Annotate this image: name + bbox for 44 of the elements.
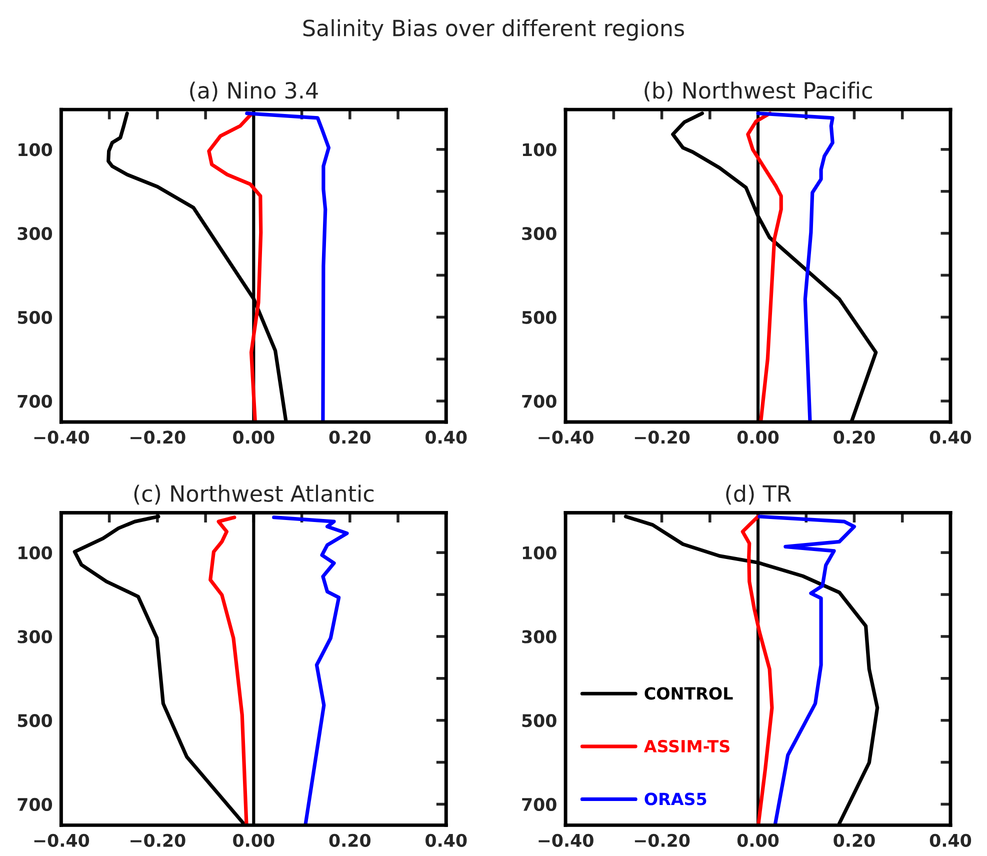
chart-title: (d) TR	[726, 484, 792, 505]
y-tick-label: 100	[522, 143, 556, 156]
y-tick-label: 100	[18, 546, 52, 560]
legend-label: ASSIM-TS	[644, 740, 730, 752]
x-tick-label: 0.20	[834, 430, 875, 444]
x-tick-label: −0.20	[130, 834, 186, 847]
y-tick-label: 700	[522, 394, 556, 408]
chart-title: (b) Northwest Pacific	[644, 82, 872, 102]
y-tick-label: 300	[522, 226, 556, 240]
y-tick-label: 500	[522, 714, 556, 728]
x-tick-label: 0.20	[834, 834, 875, 847]
y-tick-label: 300	[18, 226, 52, 240]
legend-label: CONTROL	[644, 687, 733, 700]
x-tick-label: 0.20	[329, 430, 370, 444]
chart-title: (a) Nino 3.4	[190, 82, 318, 102]
x-tick-label: −0.20	[130, 430, 186, 444]
chart-title: (c) Northwest Atlantic	[134, 484, 374, 505]
x-tick-label: 0.00	[233, 430, 274, 444]
x-tick-label: 0.20	[329, 834, 370, 847]
x-tick-label: 0.00	[737, 834, 779, 847]
x-tick-label: −0.40	[34, 834, 90, 847]
y-tick-label: 500	[522, 310, 556, 324]
x-tick-label: 0.40	[426, 430, 467, 444]
y-tick-label: 100	[522, 546, 556, 560]
x-tick-label: 0.40	[930, 834, 972, 847]
x-tick-label: 0.40	[930, 430, 972, 444]
y-tick-label: 300	[18, 630, 52, 644]
x-tick-label: −0.40	[34, 430, 90, 444]
y-tick-label: 700	[522, 798, 556, 812]
x-tick-label: 0.40	[426, 834, 467, 847]
y-tick-label: 300	[522, 630, 556, 644]
x-tick-label: −0.20	[634, 834, 690, 847]
y-tick-label: 500	[18, 310, 52, 324]
text: Salinity Bias over different regions	[303, 19, 684, 41]
x-tick-label: −0.40	[538, 430, 594, 444]
y-tick-label: 500	[18, 714, 52, 728]
x-tick-label: 0.00	[737, 430, 779, 444]
x-tick-label: −0.40	[538, 834, 594, 847]
x-tick-label: 0.00	[233, 834, 274, 847]
y-tick-label: 700	[18, 798, 52, 812]
y-tick-label: 700	[18, 394, 52, 408]
legend-label: ORAS5	[644, 792, 706, 806]
y-tick-label: 100	[18, 143, 52, 156]
x-tick-label: −0.20	[634, 430, 690, 444]
